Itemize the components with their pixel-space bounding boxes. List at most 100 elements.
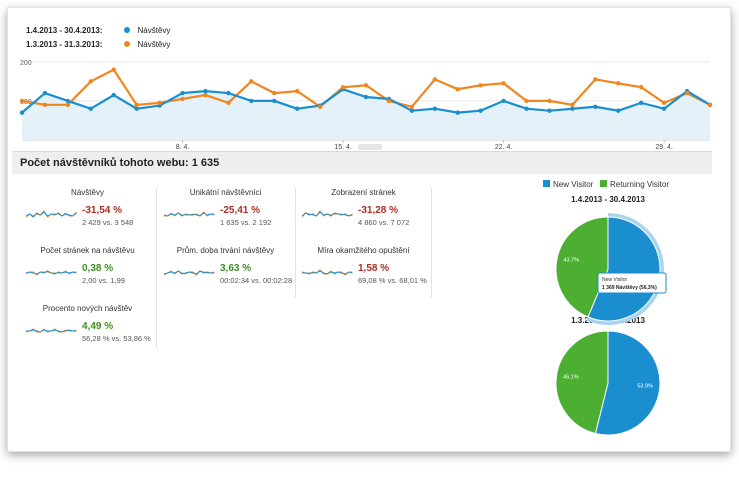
chart-resize-handle[interactable] [358,144,382,150]
pie-chart[interactable]: 56.3%43.7% [555,213,664,325]
data-point-current[interactable] [363,94,369,100]
data-point-previous[interactable] [180,96,185,102]
data-point-previous[interactable] [478,83,483,88]
data-point-current[interactable] [455,110,460,115]
data-point-previous[interactable] [570,102,575,108]
x-tick-label: 22. 4. [495,144,513,150]
metric-comparison: 2,00 vs. 1,99 [82,276,125,285]
data-point-previous[interactable] [42,102,48,108]
data-point-previous[interactable] [639,85,644,90]
data-point-current[interactable] [570,106,575,111]
x-tick-label: 29. 4. [655,144,673,150]
data-point-previous[interactable] [88,79,94,84]
data-point-previous[interactable] [111,67,116,72]
data-point-previous[interactable] [386,98,392,104]
pie-chart[interactable]: 53.9% 46.1% [555,330,661,436]
data-point-previous[interactable] [409,104,415,109]
metric-tile[interactable]: Počet stránek na návštěvu 0,38 % 2,00 vs. … [20,246,155,296]
analytics-panel: 1.4.2013 - 30.4.2013: Návštěvy 1.3.2013 … [7,7,731,452]
metric-comparison: 00:02:34 vs. 00:02:28 [220,276,293,285]
data-point-current[interactable] [639,100,644,106]
column-divider [295,188,296,298]
data-point-current[interactable] [180,90,185,96]
metric-change: -31,28 % [358,205,399,216]
tooltip-value: 1 369 Návštěvy (56.3%) [602,285,657,291]
data-point-previous[interactable] [65,102,71,108]
metric-tile[interactable]: Míra okamžitého opuštění 1,58 % 69,08 % vs… [296,246,431,296]
data-point-current[interactable] [616,108,621,113]
pie-legend-returning: Returning Visitor [609,180,669,189]
data-point-previous[interactable] [524,98,529,104]
data-point-current[interactable] [295,106,300,111]
data-point-previous[interactable] [249,79,254,84]
data-point-previous[interactable] [684,90,690,96]
data-point-current[interactable] [661,106,667,111]
data-point-current[interactable] [524,106,529,111]
pie-slice-returning[interactable] [555,216,609,318]
data-point-current[interactable] [593,104,598,109]
data-point-current[interactable] [134,106,139,111]
metric-tile[interactable]: Prům. doba trvání návštěvy 3,63 % 00:02:34… [158,246,293,296]
data-point-current[interactable] [501,98,506,104]
column-divider [156,188,157,348]
metric-comparison: 2 429 vs. 3 548 [82,218,134,227]
data-point-current[interactable] [272,98,277,104]
data-point-current[interactable] [19,110,25,115]
pie-slice-returning[interactable] [555,330,609,435]
data-point-previous[interactable] [295,88,300,94]
legend-current-period[interactable]: 1.4.2013 - 30.4.2013: Návštěvy [26,26,170,35]
data-point-previous[interactable] [317,104,323,109]
data-point-previous[interactable] [157,100,162,106]
metric-tile[interactable]: Zobrazení stránek -31,28 % 4 860 vs. 7 072 [296,188,431,238]
data-point-previous[interactable] [707,102,713,108]
data-point-current[interactable] [478,108,483,113]
data-point-current[interactable] [432,106,437,111]
x-tick-label: 8. 4. [176,144,190,150]
metric-comparison: 4 860 vs. 7 072 [358,218,410,227]
data-point-current[interactable] [88,106,94,111]
data-point-previous[interactable] [547,98,552,104]
data-point-current[interactable] [111,92,116,98]
sparkline [164,270,215,276]
legend-label: Návštěvy [137,40,171,49]
data-point-current[interactable] [203,88,208,94]
legend-previous-period[interactable]: 1.3.2013 - 31.3.2013: Návštěvy [26,40,170,49]
data-point-previous[interactable] [134,102,139,108]
metric-change: -25,41 % [220,205,261,216]
data-point-previous[interactable] [432,77,437,82]
data-point-previous[interactable] [226,100,231,106]
legend-date: 1.4.2013 - 30.4.2013: [26,26,103,35]
metric-tile[interactable]: Procento nových návštěv 4,49 % 56,28 % vs.… [20,304,155,354]
data-point-current[interactable] [547,108,552,113]
metric-title: Míra okamžitého opuštění [317,246,410,255]
data-point-previous[interactable] [593,77,598,82]
area-fill-current [22,89,710,140]
sparkline [164,211,215,217]
pie-label-new: 53.9% [637,384,653,390]
data-point-previous[interactable] [203,92,208,98]
tooltip-title: New Visitor [602,277,628,283]
sparkline [26,328,77,333]
data-point-previous[interactable] [455,86,460,92]
data-point-current[interactable] [409,108,415,113]
data-point-current[interactable] [65,98,71,104]
data-point-previous[interactable] [501,81,506,86]
data-point-previous[interactable] [19,98,25,104]
data-point-previous[interactable] [272,90,277,96]
legend-label: Návštěvy [137,26,171,35]
pie-slice-new[interactable] [594,330,661,436]
data-point-previous[interactable] [363,83,369,88]
pie-label-returning: 43.7% [563,258,579,264]
data-point-current[interactable] [42,90,48,96]
metric-comparison: 56,28 % vs. 53,86 % [82,334,151,343]
metric-tile[interactable]: Návštěvy -31,54 % 2 429 vs. 3 548 [20,188,155,238]
metric-tile[interactable]: Unikátní návštěvníci -25,41 % 1 635 vs. 2 … [158,188,293,238]
metric-title: Unikátní návštěvníci [189,188,262,197]
data-point-current[interactable] [249,98,254,104]
data-point-previous[interactable] [661,100,667,106]
data-point-previous[interactable] [340,85,346,90]
pie-legend-new: New Visitor [553,180,594,189]
data-point-current[interactable] [226,90,231,96]
data-point-previous[interactable] [616,81,621,86]
